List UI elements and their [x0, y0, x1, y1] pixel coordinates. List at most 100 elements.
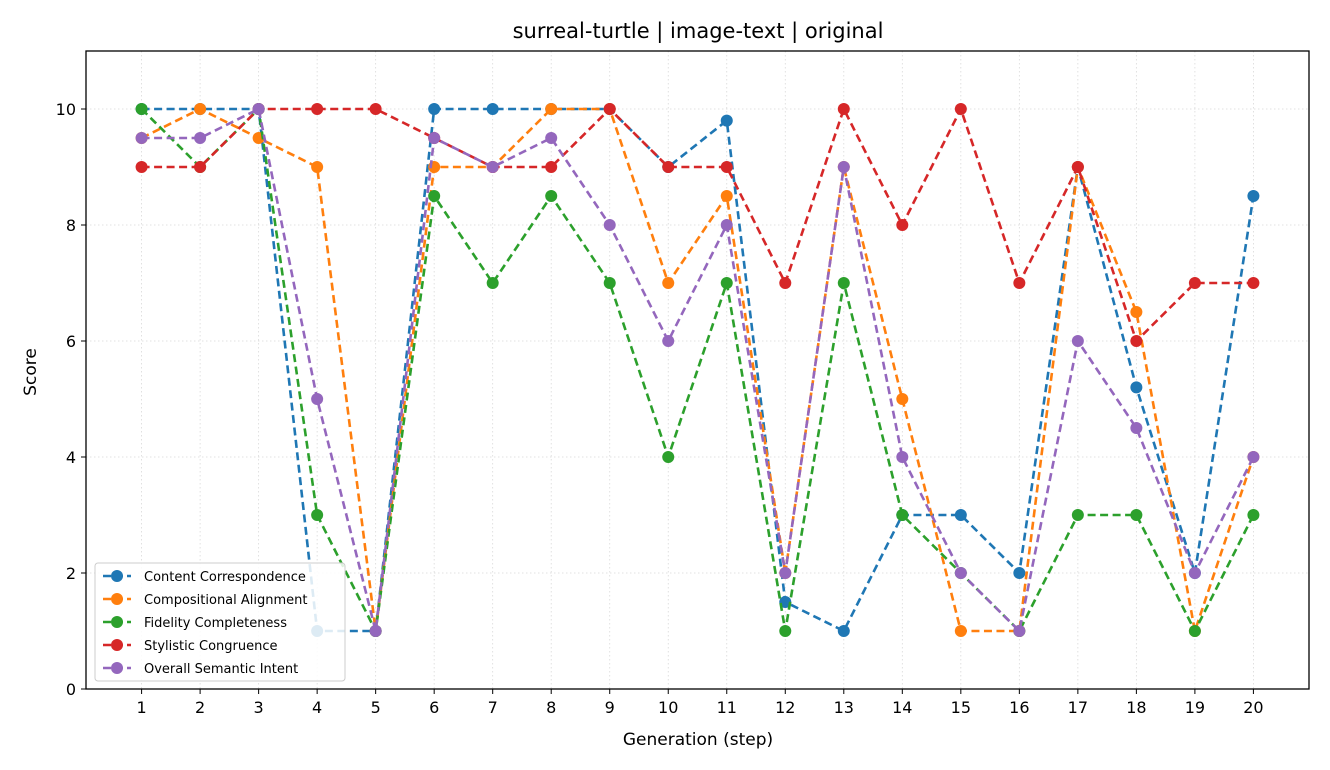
x-tick-label: 13	[834, 698, 854, 717]
legend-item: Overall Semantic Intent	[103, 662, 298, 677]
x-tick-label: 1	[136, 698, 146, 717]
data-point	[720, 114, 733, 127]
data-point	[779, 567, 792, 579]
data-point	[545, 132, 558, 144]
x-tick-label: 9	[605, 698, 615, 717]
x-tick-label: 6	[429, 698, 439, 717]
data-point	[603, 103, 616, 115]
data-point	[779, 277, 792, 289]
data-point	[545, 190, 558, 202]
data-point	[1013, 567, 1026, 579]
data-point	[1188, 625, 1201, 637]
y-tick-label: 2	[66, 564, 76, 583]
x-axis-label: Generation (step)	[623, 730, 773, 750]
data-point	[896, 509, 909, 521]
y-tick-label: 6	[66, 332, 76, 351]
data-point	[662, 277, 675, 289]
data-point	[896, 219, 909, 231]
data-point	[135, 161, 148, 173]
data-point	[369, 103, 382, 115]
legend-label: Fidelity Completeness	[144, 616, 287, 631]
series-line	[141, 107, 1254, 343]
data-point	[603, 219, 616, 231]
legend-swatch-marker	[111, 662, 123, 674]
x-tick-label: 12	[775, 698, 795, 717]
data-point	[545, 161, 558, 173]
legend-swatch-marker	[111, 616, 123, 628]
data-point	[837, 277, 850, 289]
data-point	[779, 596, 792, 608]
data-point	[1130, 509, 1143, 521]
x-tick-label: 5	[371, 698, 381, 717]
data-point	[837, 103, 850, 115]
y-tick-label: 4	[66, 448, 76, 467]
data-point	[545, 103, 558, 115]
legend-item: Fidelity Completeness	[103, 616, 287, 631]
data-point	[896, 393, 909, 405]
data-point	[1188, 567, 1201, 579]
data-point	[954, 567, 967, 579]
legend-item: Stylistic Congruence	[103, 639, 278, 654]
x-tick-label: 2	[195, 698, 205, 717]
x-tick-label: 16	[1009, 698, 1029, 717]
data-point	[720, 277, 733, 289]
data-point	[837, 625, 850, 637]
data-point	[1130, 335, 1143, 347]
legend-swatch-marker	[111, 593, 123, 605]
data-point	[1188, 277, 1201, 289]
data-point	[954, 509, 967, 521]
plot-frame	[85, 50, 1310, 690]
data-point	[1071, 335, 1084, 347]
legend-swatch-marker	[111, 639, 123, 651]
y-axis-label: Score	[21, 348, 41, 396]
series-4	[135, 103, 1260, 637]
y-tick-label: 0	[66, 680, 76, 699]
data-point	[1130, 381, 1143, 394]
x-tick-label: 17	[1068, 698, 1088, 717]
data-point	[428, 132, 441, 144]
x-tick-label: 11	[717, 698, 737, 717]
data-point	[662, 451, 675, 463]
data-point	[311, 393, 324, 405]
data-point	[1071, 509, 1084, 521]
series-line	[140, 107, 1255, 633]
legend-label: Compositional Alignment	[144, 593, 308, 608]
data-point	[1247, 509, 1260, 521]
data-point	[1247, 277, 1260, 289]
data-point	[1130, 422, 1143, 434]
data-point	[252, 103, 265, 115]
data-point	[1130, 306, 1143, 318]
legend-label: Stylistic Congruence	[144, 639, 278, 654]
y-tick-label: 8	[66, 216, 76, 235]
data-point	[311, 161, 324, 173]
data-point	[486, 103, 499, 115]
data-point	[311, 103, 324, 115]
chart-title: surreal-turtle | image-text | original	[513, 19, 884, 44]
data-point	[954, 103, 967, 115]
x-tick-label: 15	[951, 698, 971, 717]
data-point	[1247, 451, 1260, 463]
data-point	[720, 161, 733, 173]
series-line	[141, 107, 1255, 633]
y-tick-label: 10	[56, 100, 76, 119]
x-tick-label: 20	[1243, 698, 1263, 717]
legend-box	[94, 562, 346, 682]
data-point	[194, 161, 207, 173]
x-tick-label: 4	[312, 698, 322, 717]
x-tick-label: 8	[546, 698, 556, 717]
data-point	[720, 219, 733, 231]
data-point	[486, 277, 499, 289]
legend: Content Correspondence Compositional Alig…	[94, 562, 346, 682]
data-point	[954, 625, 967, 637]
data-point	[486, 161, 499, 173]
legend-item: Content Correspondence	[103, 570, 306, 585]
data-point	[603, 277, 616, 289]
legend-label: Content Correspondence	[144, 570, 306, 585]
data-point	[837, 161, 850, 173]
data-point	[662, 335, 675, 347]
legend-swatch-marker	[111, 570, 123, 582]
data-point	[311, 509, 324, 521]
data-point	[369, 625, 382, 637]
data-point	[1013, 277, 1026, 289]
